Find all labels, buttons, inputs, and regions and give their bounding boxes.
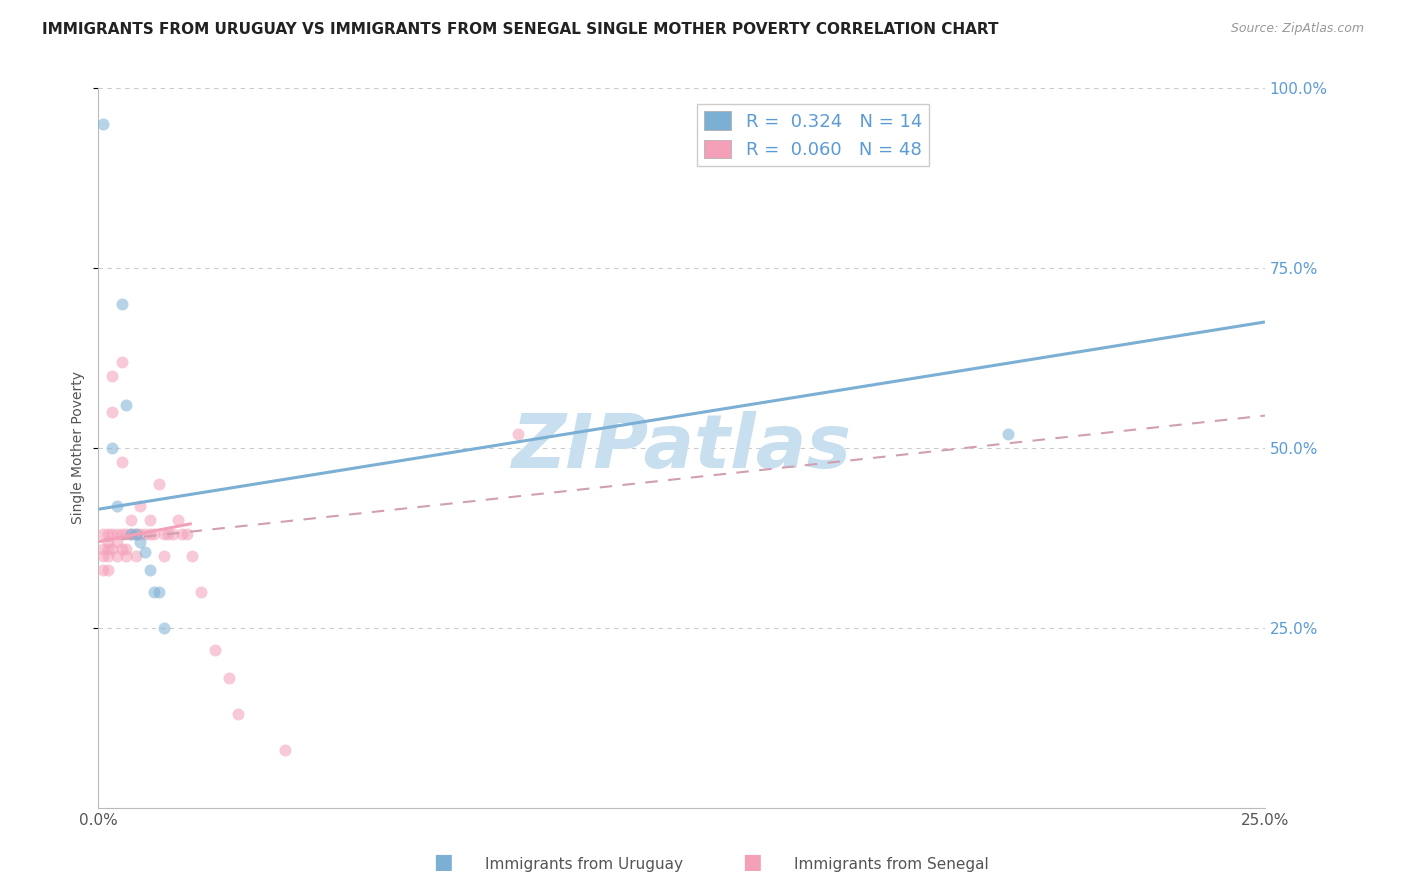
Point (180, 549, 202, 563)
Point (111, 527, 134, 541)
Point (120, 527, 142, 541)
Point (120, 527, 142, 541)
Point (101, 441, 124, 455)
Point (148, 585, 170, 599)
Point (204, 642, 226, 657)
Point (111, 297, 134, 311)
Text: ■: ■ (742, 853, 762, 872)
Point (125, 527, 148, 541)
Text: Immigrants from Uruguay: Immigrants from Uruguay (485, 857, 683, 872)
Point (97, 534, 120, 549)
Point (129, 534, 152, 549)
Point (166, 513, 188, 527)
Point (139, 513, 162, 527)
Point (120, 513, 142, 527)
Point (143, 585, 166, 599)
Point (97, 541, 120, 556)
Point (91, 549, 114, 563)
Point (125, 527, 148, 541)
Point (105, 527, 128, 541)
Text: ■: ■ (433, 853, 453, 872)
Point (97, 527, 120, 541)
Point (228, 707, 250, 722)
Point (91, 541, 114, 556)
Point (105, 549, 128, 563)
Point (190, 585, 212, 599)
Point (274, 743, 297, 757)
Point (152, 527, 174, 541)
Point (101, 368, 124, 383)
Point (139, 527, 162, 541)
Point (97, 563, 120, 577)
Point (111, 354, 134, 368)
Y-axis label: Single Mother Poverty: Single Mother Poverty (72, 371, 86, 524)
Point (176, 527, 198, 541)
Point (111, 541, 134, 556)
Point (115, 527, 138, 541)
Point (101, 541, 124, 556)
Point (172, 527, 194, 541)
Text: IMMIGRANTS FROM URUGUAY VS IMMIGRANTS FROM SENEGAL SINGLE MOTHER POVERTY CORRELA: IMMIGRANTS FROM URUGUAY VS IMMIGRANTS FR… (42, 22, 998, 37)
Point (91, 117, 114, 131)
Point (152, 621, 174, 635)
Point (115, 549, 138, 563)
Point (115, 541, 138, 556)
Point (105, 499, 128, 513)
Point (111, 455, 134, 469)
Point (157, 527, 180, 541)
Legend: R =  0.324   N = 14, R =  0.060   N = 48: R = 0.324 N = 14, R = 0.060 N = 48 (697, 104, 929, 166)
Text: Immigrants from Senegal: Immigrants from Senegal (794, 857, 990, 872)
Point (143, 527, 166, 541)
Point (134, 545, 156, 559)
Point (162, 527, 184, 541)
Point (218, 672, 240, 686)
Point (129, 499, 152, 513)
Point (139, 563, 162, 577)
Point (101, 405, 124, 419)
Text: Source: ZipAtlas.com: Source: ZipAtlas.com (1230, 22, 1364, 36)
Point (91, 527, 114, 541)
Point (115, 398, 138, 412)
Point (148, 477, 170, 491)
Point (105, 534, 128, 549)
Point (997, 426, 1019, 441)
Point (101, 527, 124, 541)
Text: ZIPatlas: ZIPatlas (512, 411, 852, 484)
Point (97, 549, 120, 563)
Point (129, 527, 152, 541)
Point (91, 563, 114, 577)
Point (152, 549, 174, 563)
Point (134, 527, 156, 541)
Point (125, 549, 148, 563)
Point (508, 426, 530, 441)
